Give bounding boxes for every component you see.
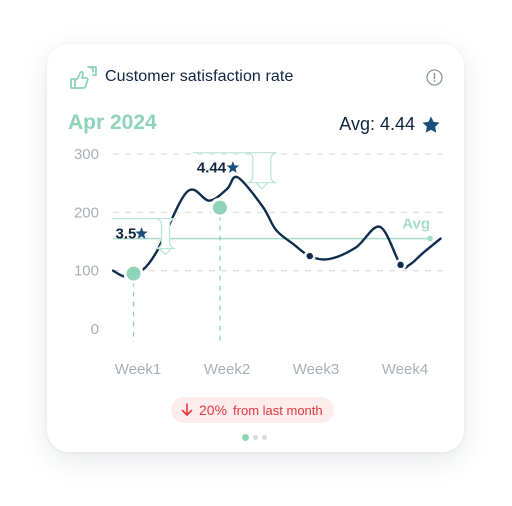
info-icon[interactable] [426, 69, 443, 86]
x-tick-label: Week2 [204, 361, 250, 378]
highlight-point [126, 266, 141, 281]
change-text: from last month [233, 402, 323, 418]
y-tick-label: 100 [74, 263, 99, 280]
x-tick-label: Week1 [115, 361, 161, 378]
y-tick-label: 300 [74, 146, 99, 163]
y-tick-label: 0 [91, 321, 99, 338]
tooltip-box [192, 152, 277, 190]
highlight-tooltip: 4.44 [192, 152, 277, 190]
tooltip-value: 3.5 [116, 226, 137, 243]
month-label: Apr 2024 [68, 111, 157, 134]
star-icon [135, 227, 148, 239]
card-title: Customer satisfaction rate [105, 68, 294, 85]
satisfaction-card: Customer satisfaction rate Apr 2024 Avg:… [47, 44, 464, 452]
satisfaction-chart: 0 100 200 300 Week1 Week2 Week3 Week4 Avg 3.5 4.44 [74, 146, 444, 378]
pagination-dots[interactable] [242, 434, 267, 441]
x-tick-label: Week4 [382, 361, 428, 378]
y-tick-label: 200 [74, 204, 99, 221]
thumbs-up-down-icon [70, 66, 97, 89]
highlight-point [212, 200, 227, 215]
data-point-marker [306, 252, 313, 260]
page-dot[interactable] [242, 434, 249, 441]
tooltip-box [111, 217, 176, 256]
page-dot[interactable] [262, 435, 267, 440]
average-value: Avg: 4.44 [339, 114, 415, 134]
highlight-tooltip: 3.5 [111, 217, 176, 256]
star-icon [226, 161, 240, 173]
tooltip-value: 4.44 [197, 160, 227, 177]
average-line-label: Avg [402, 216, 430, 233]
change-percent: 20% [199, 402, 228, 418]
data-point-marker [397, 261, 404, 269]
average-line-end [427, 235, 433, 242]
star-icon [422, 116, 440, 133]
change-badge: 20% from last month [171, 397, 334, 423]
page-dot[interactable] [253, 435, 258, 440]
arrow-down-icon [181, 403, 193, 416]
average-rating: Avg: 4.44 [339, 114, 441, 135]
x-tick-label: Week3 [293, 361, 339, 378]
